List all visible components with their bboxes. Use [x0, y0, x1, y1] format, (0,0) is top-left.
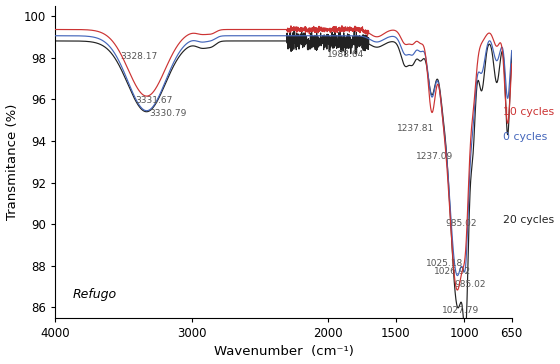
Text: 1988.64: 1988.64: [327, 50, 364, 59]
Text: 1237.09: 1237.09: [416, 153, 453, 161]
Text: 1026.92: 1026.92: [434, 267, 471, 276]
X-axis label: Wavenumber  (cm⁻¹): Wavenumber (cm⁻¹): [213, 345, 353, 359]
Y-axis label: Transmitance (%): Transmitance (%): [6, 103, 18, 220]
Text: 985.02: 985.02: [446, 219, 477, 228]
Text: 985.02: 985.02: [455, 280, 486, 289]
Text: 1237.81: 1237.81: [396, 124, 434, 133]
Text: 1025.18: 1025.18: [426, 258, 463, 268]
Text: Refugo: Refugo: [73, 288, 117, 301]
Text: 20 cycles: 20 cycles: [503, 215, 554, 225]
Text: 3330.79: 3330.79: [150, 108, 187, 118]
Text: 0 cycles: 0 cycles: [503, 132, 547, 142]
Text: 10 cycles: 10 cycles: [503, 107, 554, 117]
Text: 1027.79: 1027.79: [442, 306, 479, 316]
Text: 3331.67: 3331.67: [135, 96, 172, 105]
Text: 3328.17: 3328.17: [120, 52, 157, 62]
